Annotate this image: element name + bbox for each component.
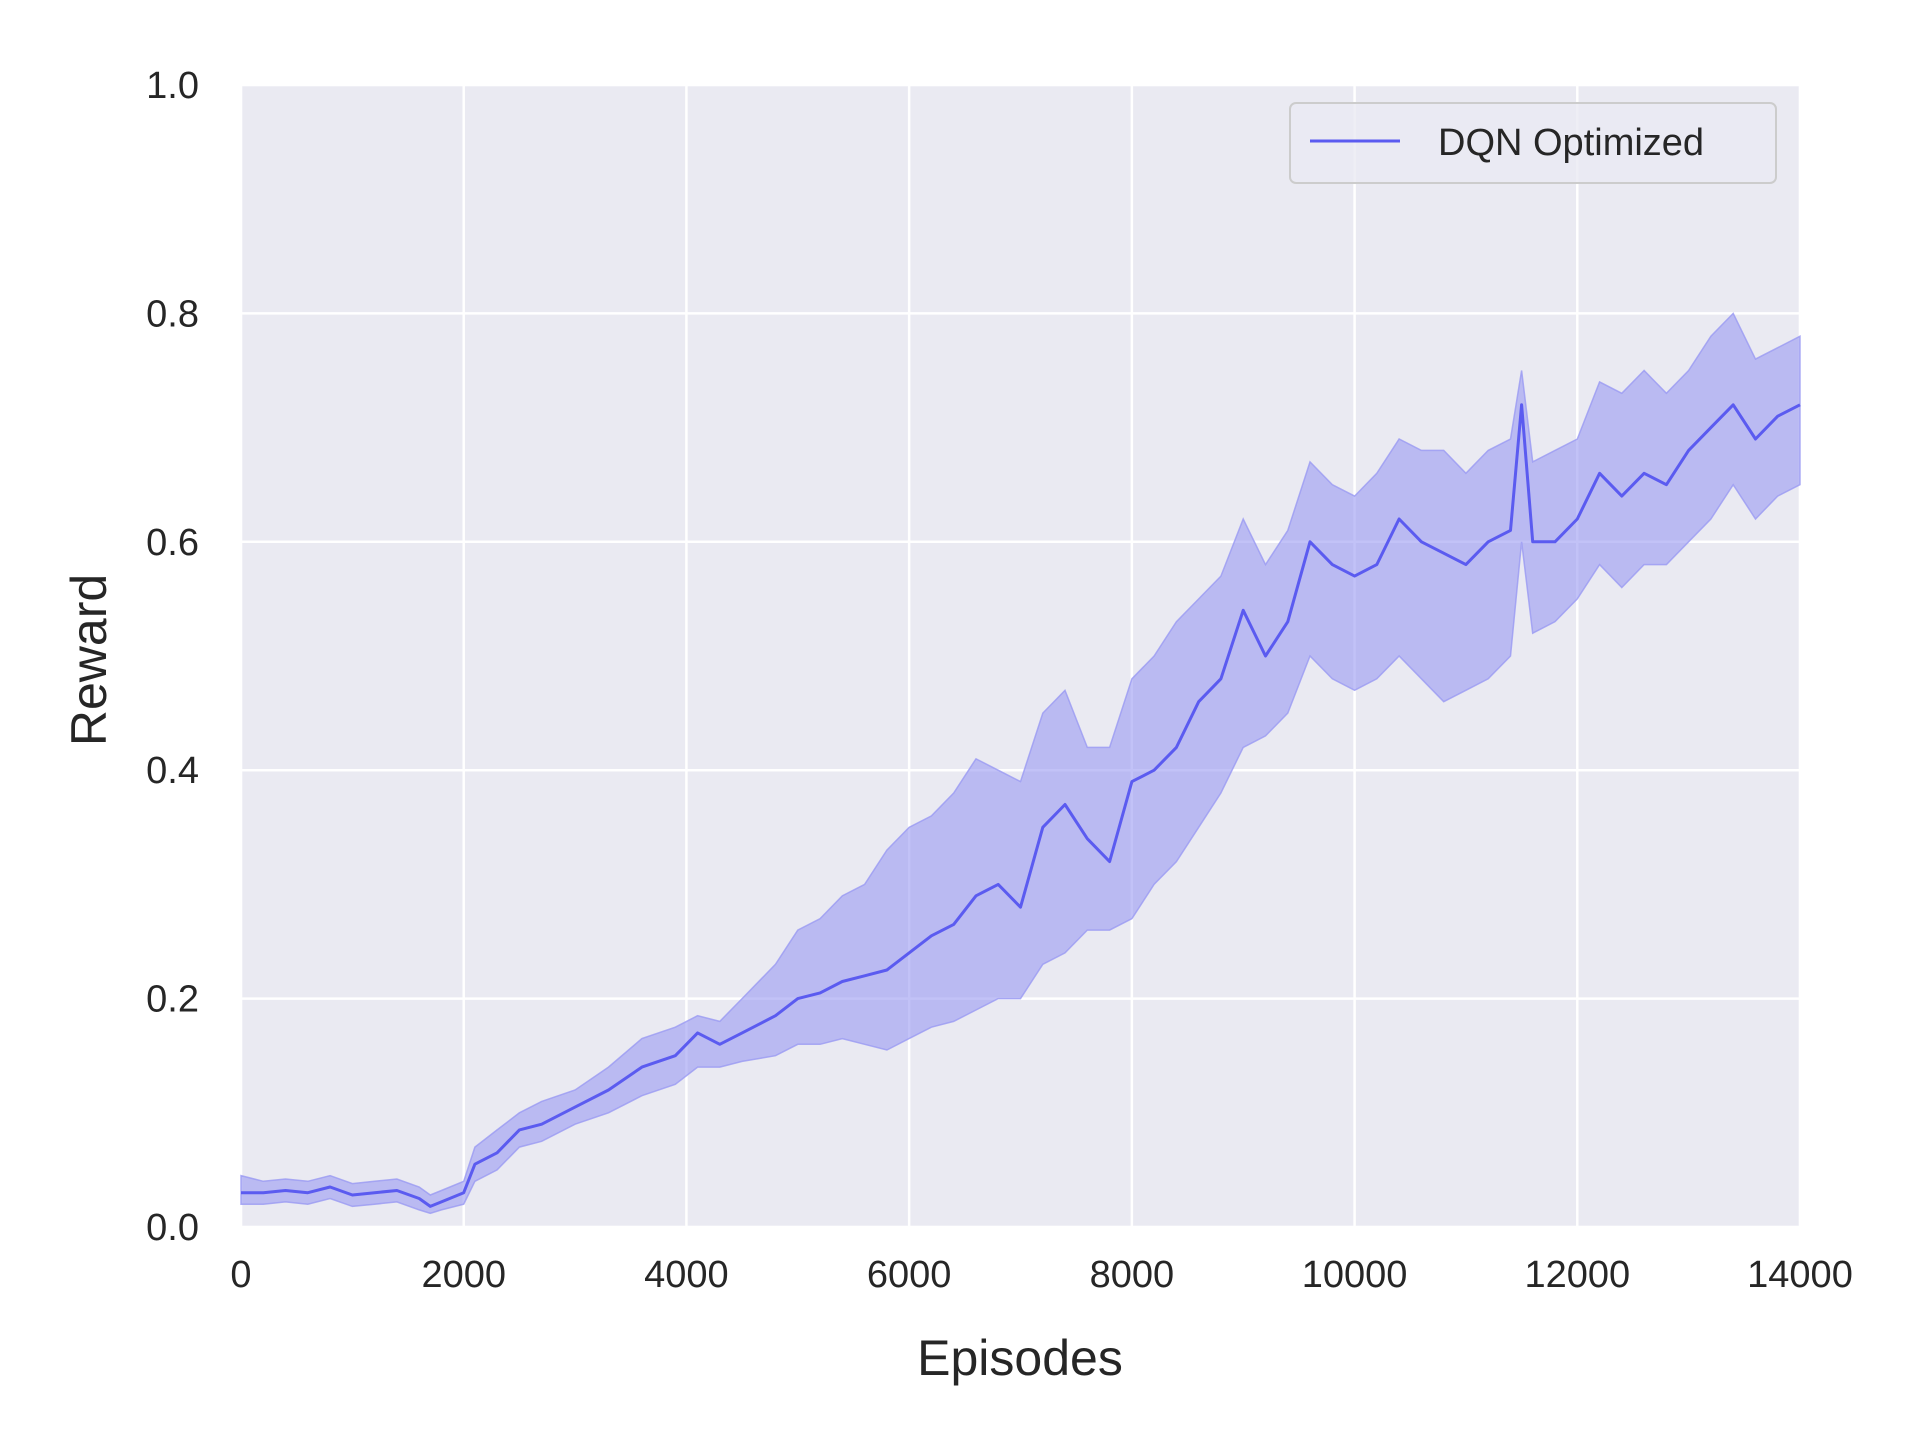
tick-labels: 0 2000 4000 6000 8000 10000 12000 14000 0.0 0.2 0.… [146, 65, 1853, 1296]
y-tick-label: 0.6 [146, 522, 199, 564]
y-tick-label: 0.4 [146, 750, 199, 792]
x-tick-label: 6000 [867, 1254, 952, 1296]
y-tick-label: 0.8 [146, 293, 199, 335]
confidence-band-dqn-optimized [240, 312, 1801, 1215]
plot-background [241, 85, 1800, 1227]
x-tick-label: 14000 [1747, 1254, 1853, 1296]
legend-label-dqn-optimized: DQN Optimized [1438, 122, 1704, 164]
y-tick-label: 1.0 [146, 65, 199, 107]
x-tick-label: 0 [230, 1254, 251, 1296]
x-tick-label: 12000 [1524, 1254, 1630, 1296]
y-axis-title: Reward [61, 574, 117, 746]
y-tick-label: 0.0 [146, 1207, 199, 1249]
series-line-dqn-optimized [241, 403, 1801, 1208]
x-axis-title: Episodes [917, 1330, 1123, 1386]
legend-box [1289, 102, 1777, 184]
x-tick-label: 2000 [421, 1254, 506, 1296]
legend: DQN Optimized [1289, 102, 1777, 184]
x-tick-label: 8000 [1090, 1254, 1175, 1296]
confidence-band-layer [240, 312, 1801, 1215]
x-tick-label: 4000 [644, 1254, 729, 1296]
series-line-layer [241, 403, 1801, 1208]
y-tick-label: 0.2 [146, 979, 199, 1021]
x-tick-label: 10000 [1302, 1254, 1408, 1296]
